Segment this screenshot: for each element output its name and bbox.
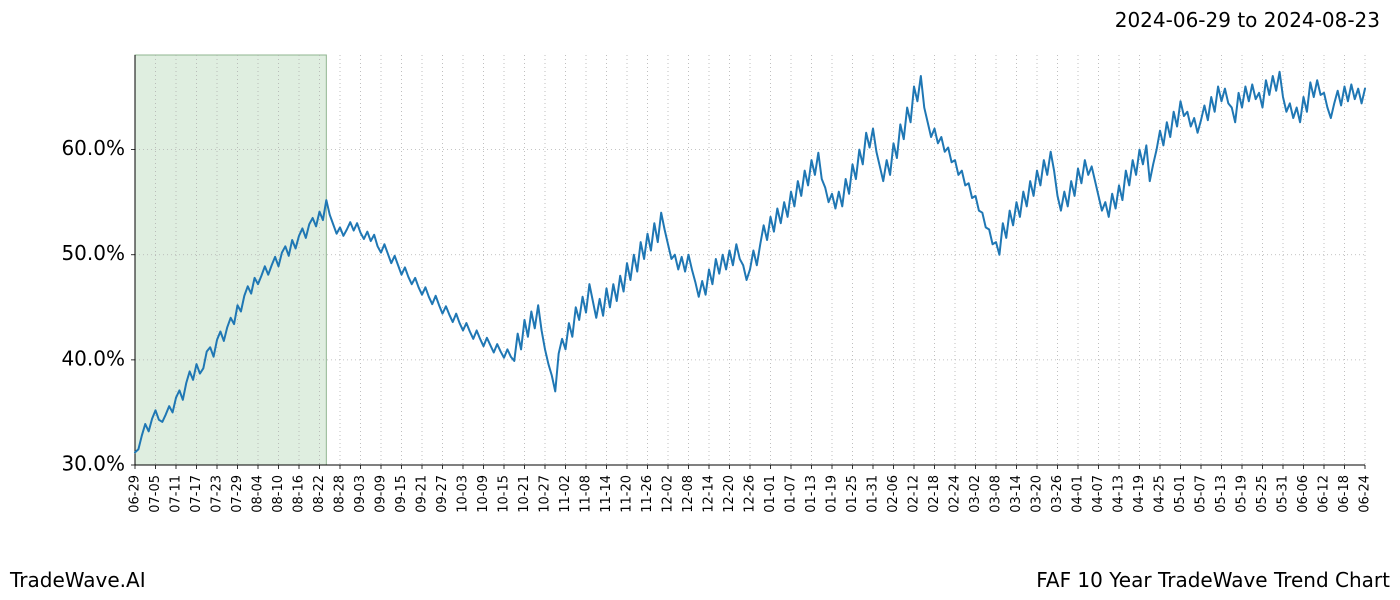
x-tick-label: 10-21 [517,475,532,513]
x-tick-label: 03-02 [968,475,983,513]
x-tick-labels: 06-29 07-05 07-11 07-17 07-23 07-29 08-04 08-10… [128,475,1373,513]
x-tick-label: 06-24 [1358,475,1373,513]
x-tick-label: 01-25 [845,475,860,513]
x-tick-label: 12-20 [722,475,737,513]
x-tick-label: 05-01 [1173,475,1188,513]
x-tick-label: 02-18 [927,475,942,513]
x-tick-label: 09-03 [353,475,368,513]
brand-label: TradeWave.AI [10,568,146,592]
x-tick-label: 10-15 [497,475,512,513]
y-tick-label: 40.0% [61,346,125,370]
x-tick-label: 12-08 [681,475,696,513]
x-tick-label: 09-09 [374,475,389,513]
chart-svg: 06-2907-0507-1107-1707-2307-2908-0408-10… [135,55,1365,465]
x-tick-label: 06-12 [1317,475,1332,513]
x-tick-label: 03-08 [989,475,1004,513]
x-tick-label: 05-19 [1235,475,1250,513]
x-tick-label: 04-19 [1132,475,1147,513]
x-tick-label: 11-08 [579,475,594,513]
x-tick-label: 08-16 [292,475,307,513]
x-tick-label: 01-19 [825,475,840,513]
x-tick-label: 07-23 [210,475,225,513]
x-tick-label: 08-04 [251,475,266,513]
x-tick-label: 01-13 [804,475,819,513]
x-tick-label: 05-07 [1194,475,1209,513]
x-tick-label: 11-14 [599,475,614,513]
x-tick-label: 01-07 [784,475,799,513]
x-tick-label: 01-31 [866,475,881,513]
x-tick-label: 03-20 [1030,475,1045,513]
y-tick-label: 50.0% [61,241,125,265]
x-tick-label: 06-06 [1296,475,1311,513]
x-tick-label: 09-15 [394,475,409,513]
x-tick-label: 11-26 [640,475,655,513]
x-tick-label: 12-26 [743,475,758,513]
x-tick-label: 06-29 [128,475,143,513]
x-tick-label: 03-14 [1009,475,1024,513]
trend-chart: 06-2907-0507-1107-1707-2307-2908-0408-10… [135,55,1365,465]
y-tick-labels: 30.0% 40.0% 50.0% 60.0% [61,136,125,475]
x-tick-label: 11-20 [620,475,635,513]
x-tick-label: 05-25 [1255,475,1270,513]
x-tick-label: 11-02 [558,475,573,513]
x-tick-label: 07-17 [189,475,204,513]
chart-title: FAF 10 Year TradeWave Trend Chart [1036,568,1390,592]
x-tick-label: 04-07 [1091,475,1106,513]
x-tick-label: 08-22 [312,475,327,513]
x-ticks [135,465,1365,469]
x-tick-label: 09-27 [435,475,450,513]
date-range-label: 2024-06-29 to 2024-08-23 [1115,8,1380,32]
x-tick-label: 10-09 [476,475,491,513]
highlight-band [135,55,326,465]
x-tick-label: 10-27 [538,475,553,513]
x-tick-label: 09-21 [415,475,430,513]
x-tick-label: 04-25 [1153,475,1168,513]
x-tick-label: 04-13 [1112,475,1127,513]
x-tick-label: 07-05 [148,475,163,513]
x-tick-label: 12-14 [702,475,717,513]
x-tick-label: 03-26 [1050,475,1065,513]
x-tick-label: 01-01 [763,475,778,513]
x-tick-label: 02-06 [886,475,901,513]
y-tick-label: 30.0% [61,452,125,476]
x-tick-label: 08-28 [333,475,348,513]
x-tick-label: 02-24 [948,475,963,513]
x-tick-label: 07-11 [169,475,184,513]
x-tick-label: 08-10 [271,475,286,513]
x-tick-label: 12-02 [661,475,676,513]
x-tick-label: 02-12 [907,475,922,513]
x-tick-label: 06-18 [1337,475,1352,513]
x-tick-label: 10-03 [456,475,471,513]
x-tick-label: 05-13 [1214,475,1229,513]
x-tick-label: 05-31 [1276,475,1291,513]
y-tick-label: 60.0% [61,136,125,160]
x-tick-label: 04-01 [1071,475,1086,513]
y-ticks [131,150,135,465]
x-tick-label: 07-29 [230,475,245,513]
